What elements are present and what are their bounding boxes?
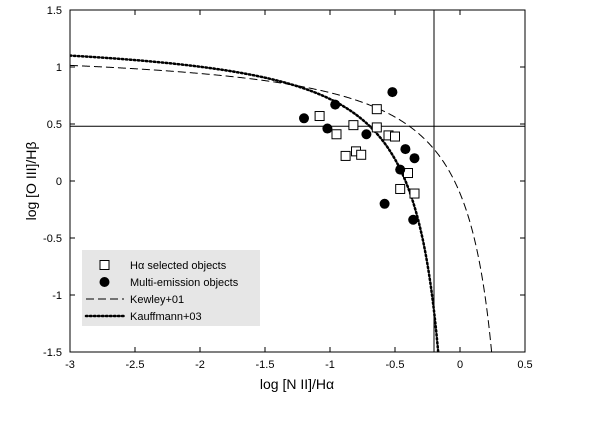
halpha-point [390,131,400,142]
x-tick-label: -1.5 [256,359,275,371]
halpha-point [409,188,420,199]
y-axis-label: log [O III]/Hβ [23,142,39,221]
y-tick-label: 1 [56,62,62,74]
y-tick-label: -0.5 [43,233,62,245]
multi-emission-point [361,129,372,140]
y-tick-label: 0.5 [47,119,62,131]
kewley-curve [70,64,493,352]
halpha-point [356,149,367,160]
multi-emission-point [330,99,341,110]
x-tick-label: 0 [457,359,463,371]
legend-box [82,250,260,326]
halpha-point [331,129,342,140]
multi-emission-point [400,144,411,155]
x-tick-label: 0.5 [517,359,532,371]
x-axis-label: log [N II]/Hα [260,376,334,392]
x-tick-label: -1 [325,359,335,371]
halpha-point [314,111,325,122]
x-tick-label: -2.5 [126,359,145,371]
multi-emission-point [379,198,390,209]
x-tick-label: -0.5 [386,359,405,371]
y-tick-label: -1 [52,290,62,302]
halpha-point [371,104,382,115]
y-tick-label: 1.5 [47,5,62,17]
multi-emission-point [409,153,420,164]
halpha-point [340,150,351,161]
multi-emission-point [408,214,419,225]
multi-emission-point [395,164,406,175]
legend: Hα selected objects Multi-emission object… [82,250,260,326]
y-tick-label: -1.5 [43,347,62,359]
legend-label: Multi-emission objects [130,277,239,289]
x-tick-label: -3 [65,359,75,371]
halpha-point [371,122,382,133]
legend-circle-marker [99,277,110,287]
x-tick-label: -2 [195,359,205,371]
halpha-point [348,120,359,131]
legend-label: Kewley+01 [130,294,184,306]
y-tick-label: 0 [56,176,62,188]
multi-emission-point [299,113,309,124]
legend-label: Kauffmann+03 [130,311,202,323]
legend-label: Hα selected objects [130,260,227,272]
kauffmann-curve [70,54,440,352]
legend-square-marker [99,260,110,270]
multi-emission-point [387,87,398,98]
multi-emission-point [322,123,333,134]
halpha-point [395,183,406,194]
